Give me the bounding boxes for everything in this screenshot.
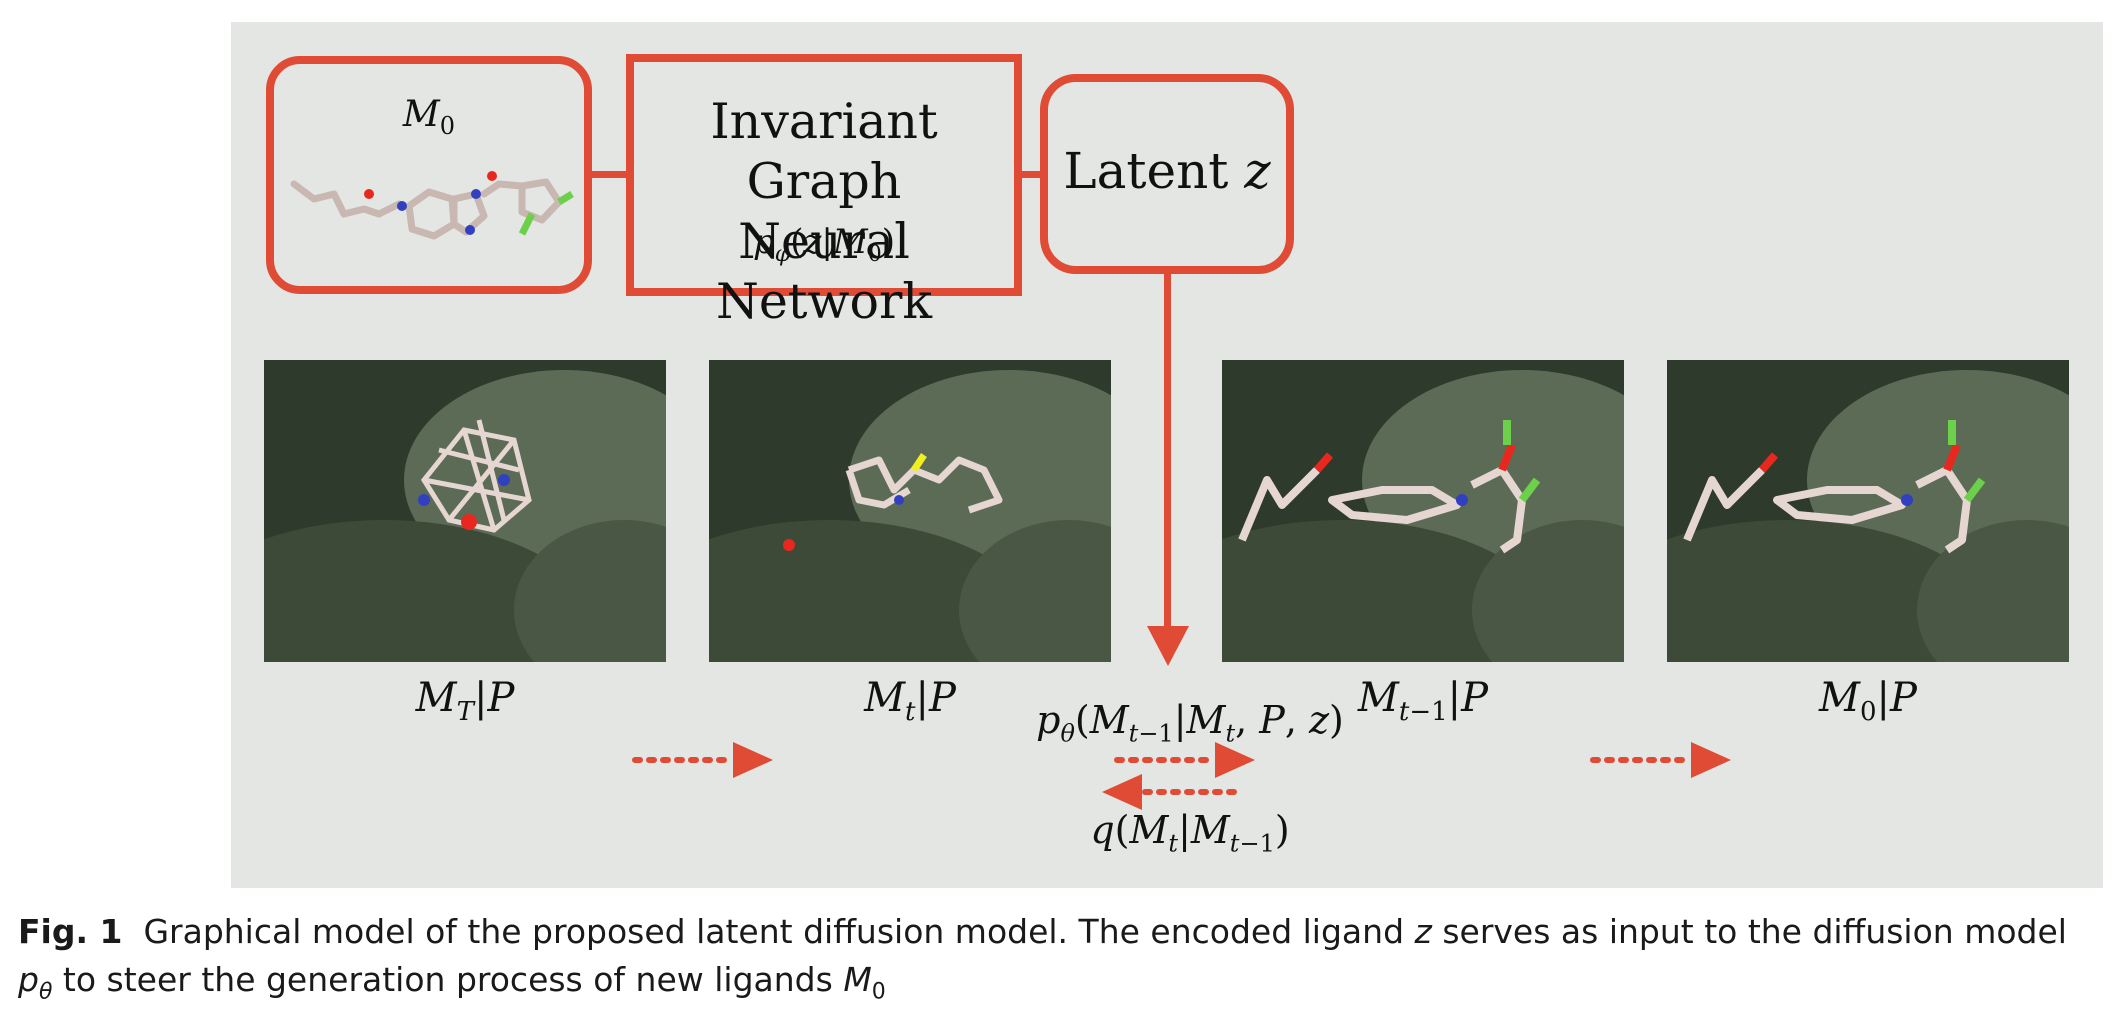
dotted-arrow-right-forward — [1114, 742, 1255, 778]
molecule-box: M0 — [266, 56, 592, 294]
dotted-arrow-right-2 — [1590, 742, 1731, 778]
molecule-label: M0 — [402, 94, 456, 141]
figure-caption: Fig. 1 Graphical model of the proposed l… — [18, 908, 2108, 1017]
panel-label-denoised: Mt−1|P — [1357, 675, 1489, 727]
encoder-box: Invariant Graph Neural Network pφ(z|M0) — [626, 54, 1022, 330]
reverse-formula: q(Mt|Mt−1) — [1090, 808, 1290, 858]
panel-label-generated: M0|P — [1819, 675, 1917, 727]
caption-text-1: Graphical model of the proposed latent d… — [143, 912, 1405, 951]
caption-m0: M0 — [843, 960, 886, 1005]
latent-label: Latent z — [1063, 142, 1271, 200]
caption-text-3: to steer the generation process of new l… — [62, 960, 833, 999]
encoder-title-line1: Invariant Graph — [710, 93, 938, 210]
latent-box: Latent z — [1040, 74, 1294, 274]
encoder-formula: pφ(z|M0) — [753, 222, 895, 267]
panel-label-intermediate: Mt|P — [864, 675, 956, 727]
panel-noised-ligand — [264, 360, 666, 662]
encoder-title-line2: Neural Network — [715, 213, 933, 330]
connector-line — [1020, 171, 1046, 178]
latent-arrow-head — [1147, 626, 1189, 666]
ligand-structure-icon — [290, 171, 574, 240]
panel-intermediate-ligand — [709, 360, 1111, 662]
caption-prefix: Fig. 1 — [18, 912, 123, 951]
panel-generated-ligand — [1667, 360, 2069, 662]
dotted-arrow-right-1 — [632, 742, 773, 778]
forward-formula: pθ(Mt−1|Mt, P, z) — [1036, 698, 1344, 748]
encoder-title: Invariant Graph Neural Network — [634, 92, 1014, 332]
caption-z: z — [1414, 912, 1432, 951]
latent-arrow-shaft — [1164, 274, 1171, 630]
caption-text-2: serves as input to the diffusion model — [1442, 912, 2067, 951]
connector-line — [592, 171, 628, 178]
caption-ptheta: pθ — [18, 960, 53, 1005]
panel-denoised-ligand — [1222, 360, 1624, 662]
panel-label-noised: MT|P — [415, 675, 515, 727]
dotted-arrow-left-reverse — [1102, 774, 1243, 810]
